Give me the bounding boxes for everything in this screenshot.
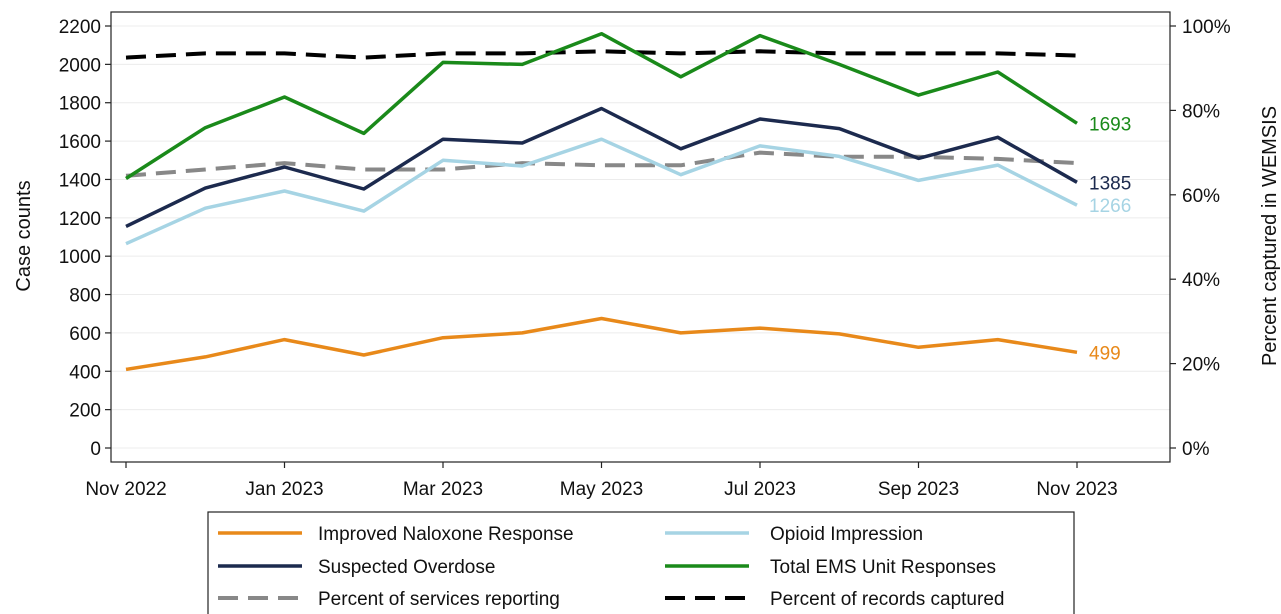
x-tick-label: May 2023 — [560, 479, 643, 500]
y-tick-label: 2000 — [59, 55, 101, 76]
y-tick-label: 1600 — [59, 132, 101, 153]
y-tick-label: 400 — [69, 362, 101, 383]
y2-tick-label: 100% — [1182, 17, 1231, 38]
legend-label-0: Improved Naloxone Response — [318, 524, 574, 545]
series-lines — [125, 31, 1078, 372]
legend: Improved Naloxone Response Opioid Impress… — [207, 511, 1075, 614]
plot-frame — [110, 11, 1171, 463]
series-line-1 — [125, 137, 1078, 246]
y-tick-label: 1200 — [59, 209, 101, 230]
gridlines — [111, 25, 1170, 449]
y2-tick-label: 60% — [1182, 186, 1220, 207]
end-label-1: 1266 — [1089, 196, 1131, 217]
legend-label-1: Opioid Impression — [770, 524, 923, 545]
series-line-2 — [125, 106, 1078, 228]
y-tick-label: 600 — [69, 324, 101, 345]
legend-label-2: Suspected Overdose — [318, 557, 495, 578]
end-label-2: 1385 — [1089, 173, 1131, 194]
series-line-0 — [125, 316, 1078, 372]
x-tick-label: Nov 2023 — [1036, 479, 1117, 500]
x-tick-label: Jan 2023 — [245, 479, 323, 500]
y-tick-label: 1000 — [59, 247, 101, 268]
x-tick-label: Nov 2022 — [85, 479, 166, 500]
y-tick-label: 1400 — [59, 170, 101, 191]
tick-labels: 0 200 400 600 800 1000 1200 1400 1600 1800 2000 220… — [59, 17, 1231, 500]
x-tick-label: Mar 2023 — [403, 479, 483, 500]
y-tick-label: 1800 — [59, 94, 101, 115]
legend-label-5: Percent of records captured — [770, 589, 1004, 610]
legend-label-3: Total EMS Unit Responses — [770, 557, 996, 578]
end-label-0: 499 — [1089, 343, 1121, 364]
y2-axis-title: Percent captured in WEMSIS — [1259, 106, 1281, 366]
y2-tick-label: 0% — [1182, 439, 1210, 460]
legend-box — [207, 511, 1075, 614]
y2-tick-label: 80% — [1182, 101, 1220, 122]
legend-label-4: Percent of services reporting — [318, 589, 560, 610]
x-tick-label: Jul 2023 — [724, 479, 796, 500]
y-tick-label: 800 — [69, 286, 101, 307]
y2-tick-label: 20% — [1182, 355, 1220, 376]
y2-tick-label: 40% — [1182, 270, 1220, 291]
series-line-3 — [125, 31, 1078, 180]
x-tick-label: Sep 2023 — [878, 479, 959, 500]
y-tick-label: 0 — [90, 439, 101, 460]
y-axis-title: Case counts — [13, 180, 35, 291]
y-tick-label: 200 — [69, 401, 101, 422]
series-line-5 — [125, 49, 1078, 60]
y-tick-label: 2200 — [59, 17, 101, 38]
end-label-3: 1693 — [1089, 114, 1131, 135]
axes — [110, 11, 1171, 463]
